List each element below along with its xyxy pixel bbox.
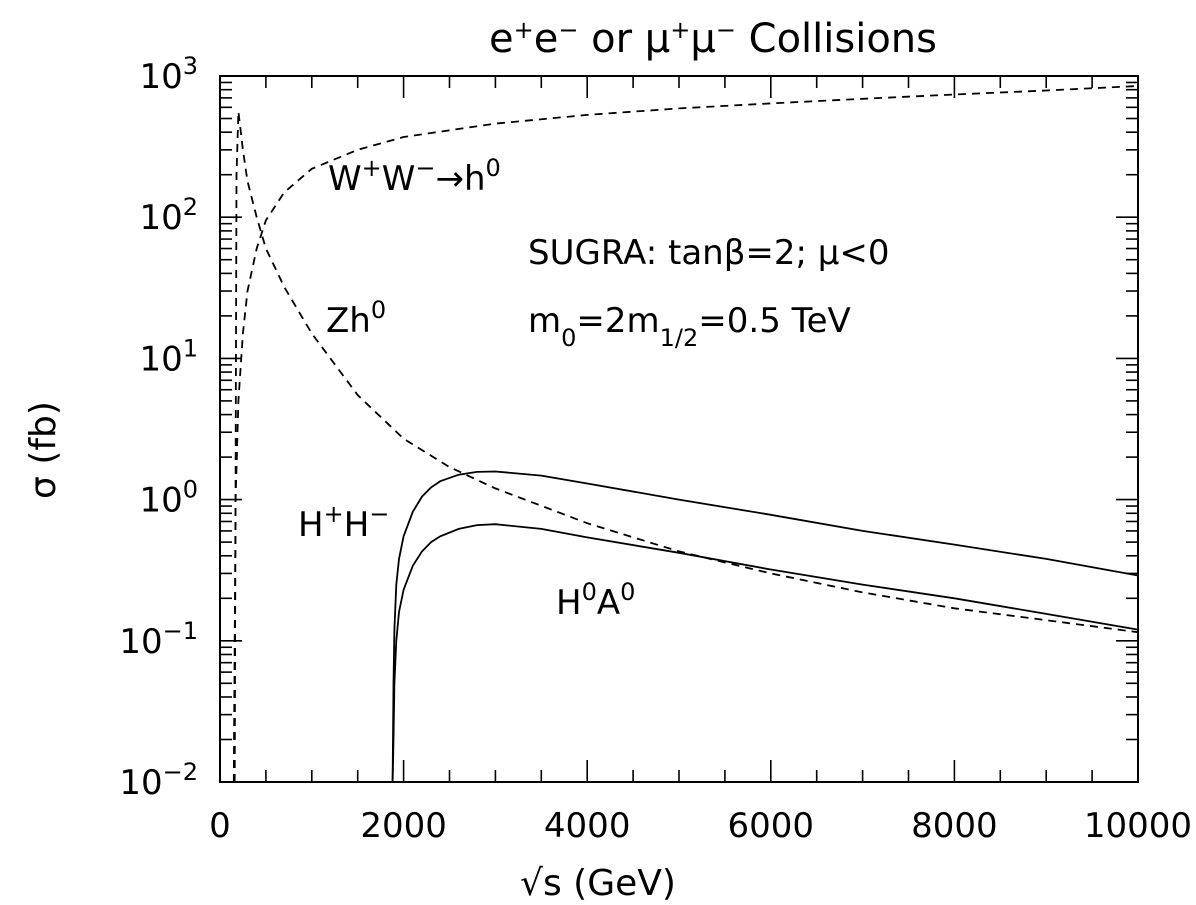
y-tick-exponent: 1 — [183, 334, 198, 362]
title-part: μ — [645, 16, 670, 62]
annotation-part: =2m — [576, 301, 659, 341]
series-ww-fusion — [232, 85, 1139, 783]
x-tick-label: 4000 — [544, 806, 631, 846]
annotation-part: Zh — [326, 301, 371, 341]
title-part: μ — [690, 16, 715, 62]
annotation-part: H — [556, 583, 582, 623]
title-part: e — [534, 16, 559, 62]
annotation-part: H — [344, 505, 370, 545]
chart-title: e+e− or μ+μ− Collisions — [489, 16, 937, 62]
series-charged-higgs-pair — [391, 470, 1139, 783]
annotation-ww: W+W−→h0 — [328, 154, 501, 199]
title-part: + — [514, 16, 534, 44]
annotation-part: 0 — [561, 324, 576, 352]
y-tick-base: 10 — [139, 57, 182, 97]
y-tick-base: 10 — [119, 763, 162, 803]
x-tick-label: 2000 — [360, 806, 447, 846]
annotation-zh: Zh0 — [326, 296, 386, 341]
annotation-part: →h — [435, 159, 485, 199]
annotation-part: =0.5 TeV — [698, 301, 851, 341]
annotation-part: 0 — [620, 578, 635, 606]
x-tick-labels: 0 2000 4000 6000 8000 10000 — [209, 806, 1192, 846]
annotation-part: 0 — [486, 154, 501, 182]
x-tick-label: 10000 — [1084, 806, 1192, 846]
y-tick-label: 10−2 — [119, 758, 198, 803]
title-part: − — [716, 16, 736, 44]
annotation-part: − — [415, 154, 435, 182]
annotation-part: + — [362, 154, 382, 182]
annotation-sugra: SUGRA: tanβ=2; μ<0 — [528, 233, 890, 273]
y-axis-label: σ (fb) — [23, 401, 64, 499]
title-part: + — [670, 16, 690, 44]
annotation-ha: H0A0 — [556, 578, 635, 623]
y-tick-exponent: 0 — [183, 476, 198, 504]
annotation-part: A — [597, 583, 620, 623]
title-part: e — [489, 16, 514, 62]
x-axis-label: √s (GeV) — [520, 863, 676, 904]
annotation-part: W — [328, 159, 362, 199]
title-part: − — [558, 16, 578, 44]
y-tick-base: 10 — [139, 339, 182, 379]
x-tick-label: 0 — [209, 806, 231, 846]
x-tick-label: 6000 — [728, 806, 815, 846]
annotation-masses: m0=2m1/2=0.5 TeV — [528, 301, 851, 352]
annotation-part: m — [528, 301, 561, 341]
annotation-part: + — [324, 500, 344, 528]
y-tick-label: 101 — [139, 334, 198, 379]
y-tick-label: 103 — [139, 52, 198, 97]
y-tick-base: 10 — [119, 622, 162, 662]
series-group — [232, 85, 1139, 783]
annotation-part: − — [369, 500, 389, 528]
annotation-part: H — [298, 505, 324, 545]
y-tick-label: 100 — [139, 476, 198, 521]
annotation-part: 0 — [371, 296, 386, 324]
title-part: Collisions — [736, 16, 937, 62]
y-tick-base: 10 — [139, 481, 182, 521]
y-tick-exponent: −1 — [163, 617, 198, 645]
y-tick-base: 10 — [139, 198, 182, 238]
annotation-part: W — [382, 159, 416, 199]
annotation-part: 1/2 — [660, 324, 699, 352]
title-part: or — [578, 16, 644, 62]
y-tick-exponent: −2 — [163, 758, 198, 786]
x-tick-label: 8000 — [911, 806, 998, 846]
annotation-hh: H+H− — [298, 500, 389, 545]
y-tick-label: 102 — [139, 193, 198, 238]
annotation-part: 0 — [582, 578, 597, 606]
y-tick-exponent: 2 — [183, 193, 198, 221]
series-neutral-higgs-ha — [391, 523, 1139, 783]
y-tick-exponent: 3 — [183, 52, 198, 80]
y-tick-label: 10−1 — [119, 617, 198, 662]
series-zh — [233, 111, 1139, 783]
axis-ticks — [219, 75, 1139, 783]
